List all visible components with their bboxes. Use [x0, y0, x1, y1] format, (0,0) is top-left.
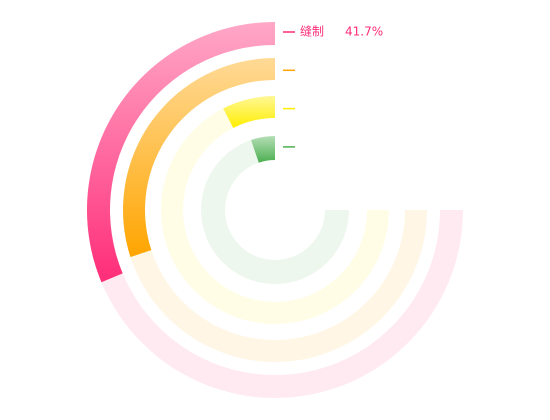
ring-bar: [123, 58, 275, 257]
ring-track: [201, 136, 349, 284]
ring-track: [161, 96, 389, 324]
ring-bar: [223, 96, 275, 129]
legend-label: 缝制: [300, 24, 324, 39]
ring-bar: [251, 136, 275, 163]
ring-bar: [86, 22, 275, 283]
legend-value: 41.7%: [345, 25, 383, 39]
